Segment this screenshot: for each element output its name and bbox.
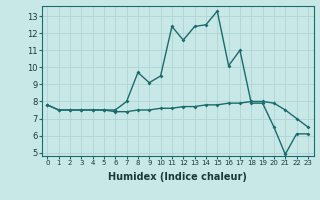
X-axis label: Humidex (Indice chaleur): Humidex (Indice chaleur)	[108, 172, 247, 182]
